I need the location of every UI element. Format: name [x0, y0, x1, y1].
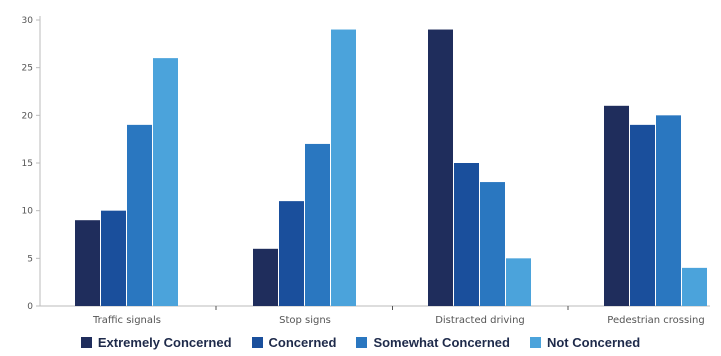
bar: [604, 105, 629, 306]
legend-swatch: [356, 336, 368, 348]
bar-chart: 0 5 10 15 20 25 30 Traffic signals Stop signs Di…: [22, 16, 710, 326]
legend-label: Extremely Concerned: [97, 334, 232, 350]
bar: [506, 258, 531, 306]
y-tick-label: 10: [22, 207, 34, 217]
bar: [75, 220, 100, 306]
bar: [101, 210, 126, 306]
y-tick-label: 15: [22, 159, 33, 169]
bar: [428, 29, 453, 307]
legend-label: Somewhat Concerned: [373, 334, 510, 350]
x-category-label: Traffic signals: [92, 315, 161, 326]
y-tick-label: 5: [27, 254, 33, 264]
bar: [253, 248, 278, 306]
bar: [305, 143, 330, 306]
x-category-label: Distracted driving: [435, 315, 525, 326]
x-category-label: Stop signs: [279, 315, 331, 326]
bar: [279, 201, 304, 306]
bars: [75, 29, 707, 307]
y-tick-label: 20: [22, 111, 34, 121]
legend-item: Somewhat Concerned: [356, 335, 510, 350]
legend: Extremely Concerned Concerned Somewhat Con…: [0, 333, 721, 351]
bar: [331, 29, 356, 307]
legend-item: Not Concerned: [529, 334, 641, 350]
bar: [454, 163, 479, 306]
x-axis-labels: Traffic signals Stop signs Distracted driv…: [92, 306, 705, 326]
bar: [480, 182, 505, 306]
bar: [630, 124, 655, 306]
legend-item: Extremely Concerned: [80, 334, 232, 350]
legend-item: Concerned: [251, 334, 337, 350]
bar: [153, 58, 178, 307]
legend-label: Concerned: [268, 334, 337, 350]
legend-label: Not Concerned: [546, 334, 641, 350]
bar: [682, 267, 707, 306]
legend-swatch: [80, 336, 92, 348]
bar: [127, 124, 152, 306]
legend-swatch: [251, 336, 263, 348]
bar: [656, 115, 681, 306]
y-tick-label: 0: [27, 302, 33, 312]
y-tick-label: 30: [22, 16, 34, 26]
legend-swatch: [529, 336, 541, 348]
x-category-label: Pedestrian crossing: [607, 315, 704, 326]
y-axis-ticks: 0 5 10 15 20 25 30: [22, 16, 40, 312]
y-tick-label: 25: [22, 64, 33, 74]
